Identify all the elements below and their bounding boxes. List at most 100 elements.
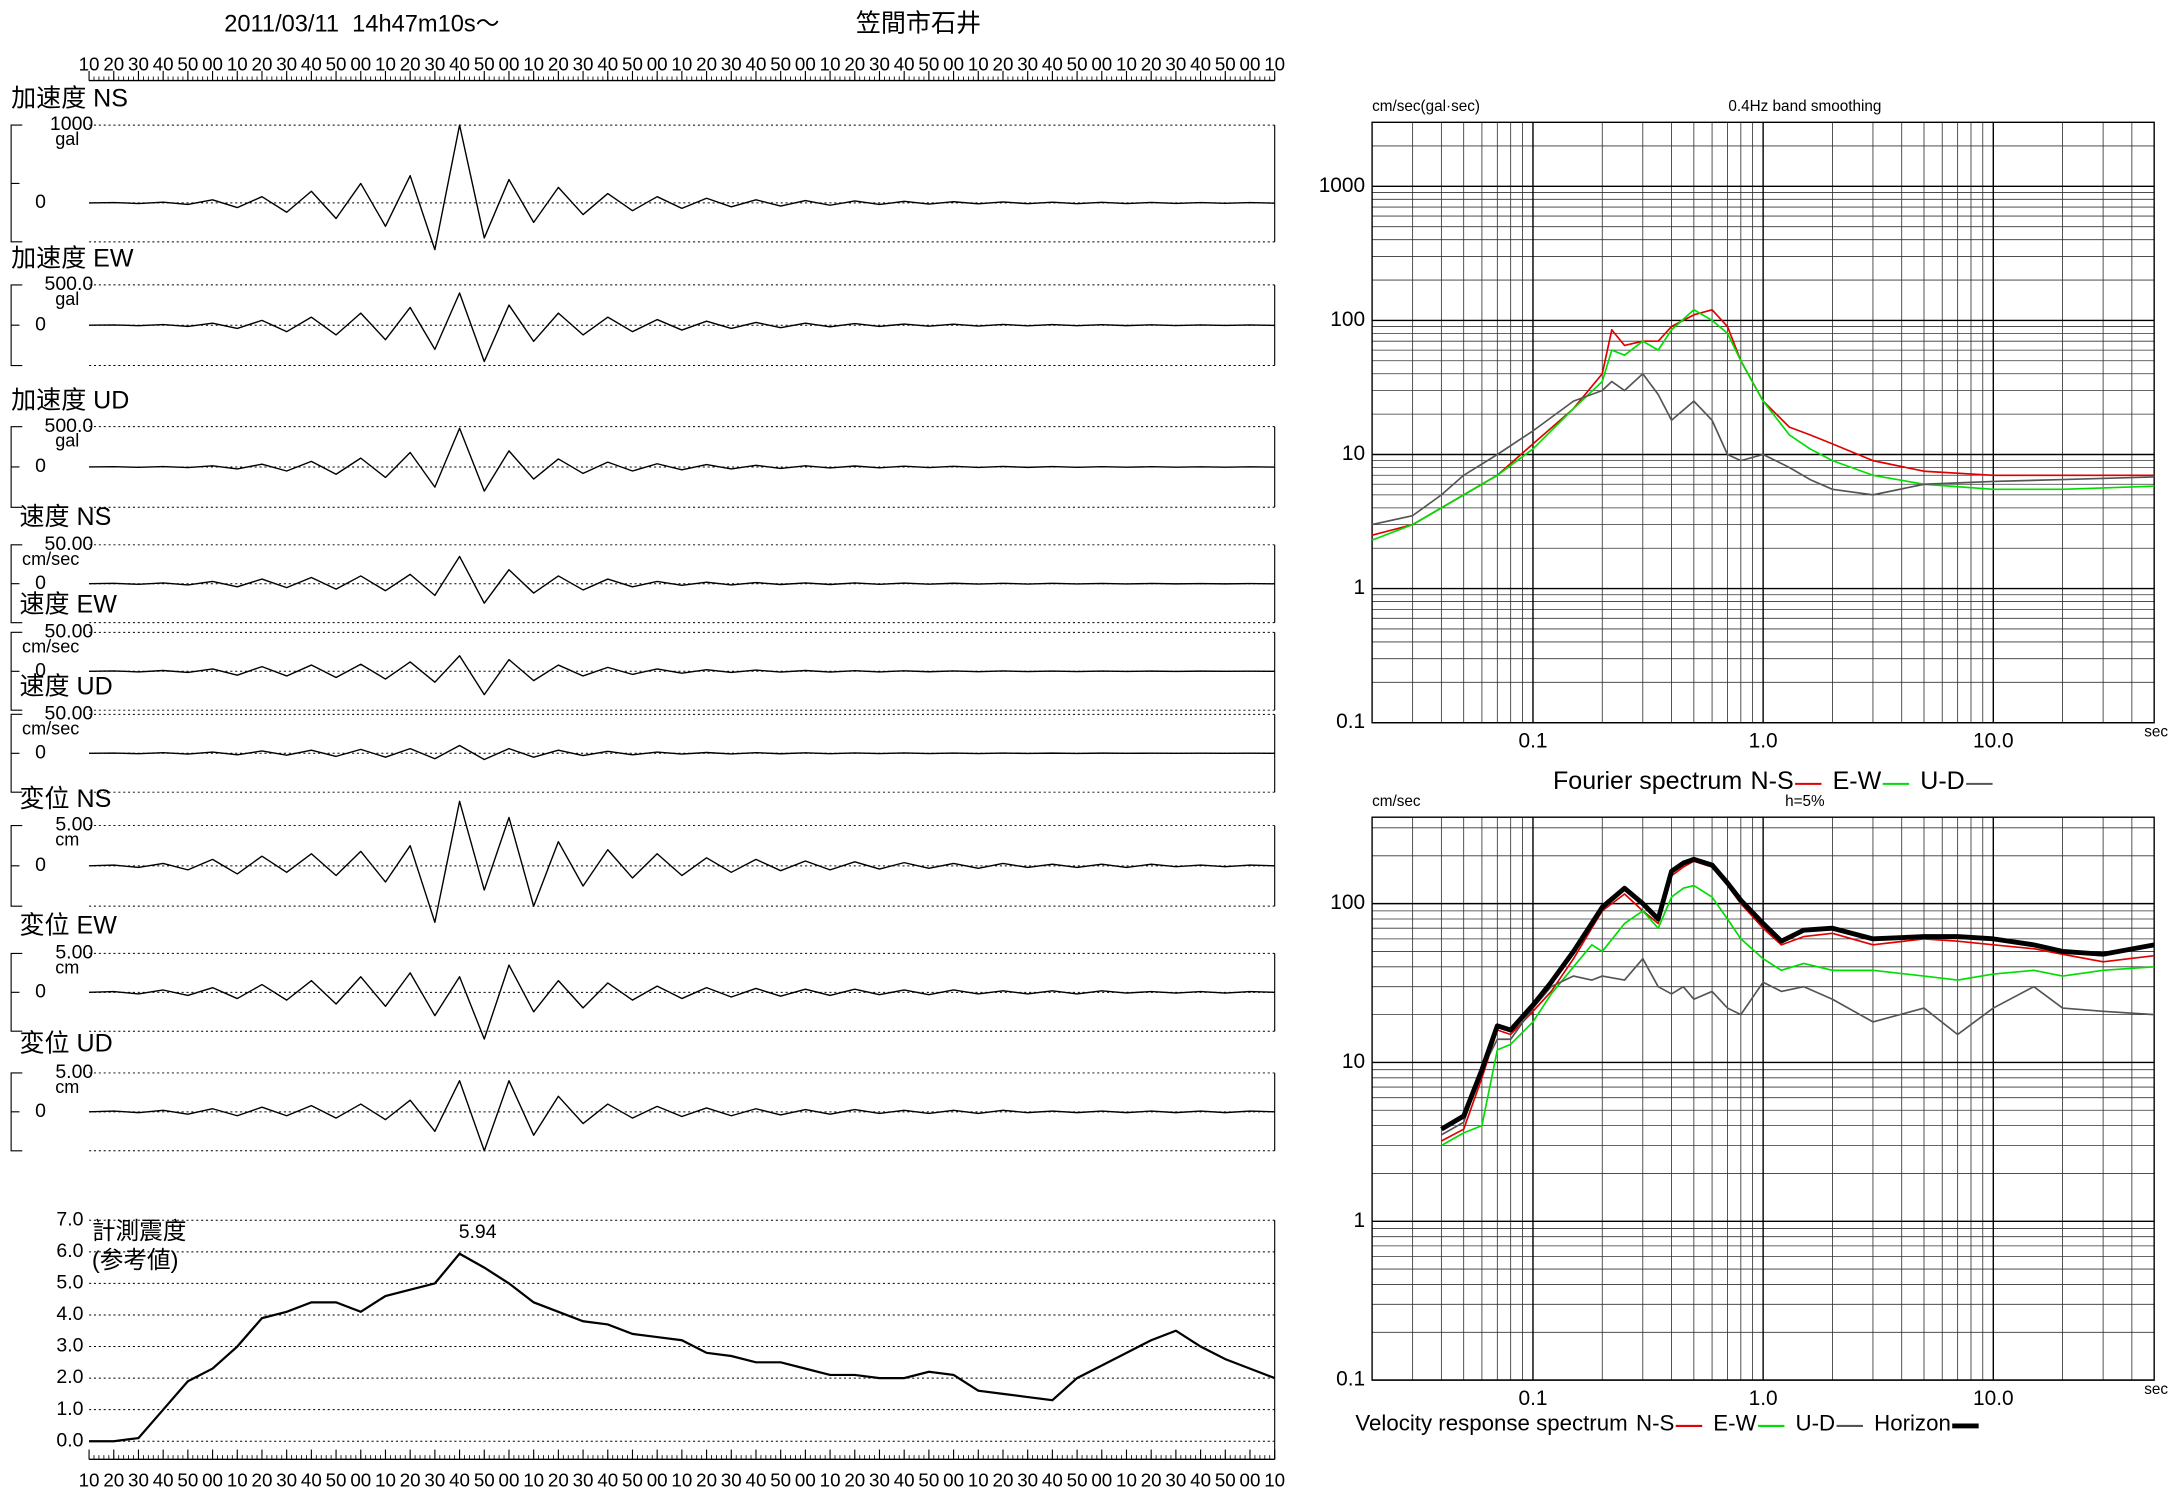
time-tick-label: 20	[548, 1470, 569, 1491]
y-tick-label: 2.0	[56, 1366, 83, 1388]
y-tick-label: 1000	[50, 113, 93, 135]
x-axis-unit: sec	[2144, 1381, 2168, 1398]
waveform	[89, 744, 1275, 761]
panel-label: 変位 UD	[19, 1030, 112, 1058]
unit-label: cm	[55, 830, 79, 850]
time-tick-label: 00	[499, 1470, 520, 1491]
legend-label: E-W	[1833, 767, 1882, 795]
time-tick-label: 30	[869, 53, 890, 74]
record-datetime: 2011/03/11 14h47m10s～	[224, 11, 499, 37]
y-tick-label: 0.0	[56, 1429, 83, 1451]
time-tick-label: 50	[326, 1470, 347, 1491]
y-tick-label: 0	[35, 572, 46, 594]
y-tick-label: 1	[1354, 576, 1366, 599]
y-tick-label: 5.00	[55, 1061, 93, 1083]
time-tick-label: 20	[993, 1470, 1014, 1491]
time-tick-label: 00	[202, 53, 223, 74]
x-tick-label: 1.0	[1749, 1387, 1778, 1410]
y-tick-label: 0	[35, 1100, 46, 1122]
panel-bracket	[10, 952, 23, 1032]
annotation: 5.94	[459, 1221, 497, 1243]
time-tick-label: 20	[1141, 1470, 1162, 1491]
panel-bracket	[10, 631, 23, 711]
time-tick-label: 30	[1165, 1470, 1186, 1491]
time-tick-label: 00	[1240, 53, 1261, 74]
time-tick-label: 20	[548, 53, 569, 74]
y-tick-label: 0	[35, 313, 46, 335]
y-tick-label: 0	[35, 854, 46, 876]
time-tick-label: 20	[1141, 53, 1162, 74]
time-tick-label: 30	[424, 53, 445, 74]
time-tick-label: 30	[869, 1470, 890, 1491]
time-tick-label: 50	[1215, 53, 1236, 74]
x-tick-label: 1.0	[1749, 730, 1778, 753]
chart-title: (参考値)	[92, 1247, 179, 1274]
y-tick-label: 0	[35, 191, 46, 213]
time-tick-label: 40	[153, 53, 174, 74]
time-tick-label: 10	[1264, 53, 1285, 74]
panel-label: 速度 EW	[19, 591, 117, 619]
time-tick-label: 20	[400, 1470, 421, 1491]
time-tick-label: 10	[671, 1470, 692, 1491]
y-axis-unit: cm/sec	[1372, 793, 1421, 810]
y-tick-label: 6.0	[56, 1240, 83, 1262]
y-tick-label: 5.00	[55, 942, 93, 964]
y-tick-label: 0	[35, 980, 46, 1002]
panel-label: 変位 NS	[19, 785, 111, 813]
time-tick-label: 40	[597, 53, 618, 74]
station-name: 笠間市石井	[856, 10, 981, 38]
y-tick-label: 1000	[1319, 174, 1365, 197]
time-tick-label: 00	[202, 1470, 223, 1491]
time-tick-label: 50	[1067, 1470, 1088, 1491]
legend-label: E-W	[1713, 1410, 1756, 1435]
waveform	[89, 555, 1275, 604]
time-tick-label: 00	[350, 53, 371, 74]
time-tick-label: 00	[1091, 1470, 1112, 1491]
time-tick-label: 50	[770, 1470, 791, 1491]
time-tick-label: 00	[499, 53, 520, 74]
time-tick-label: 20	[400, 53, 421, 74]
time-tick-label: 50	[177, 1470, 198, 1491]
unit-label: gal	[55, 129, 79, 149]
time-tick-label: 30	[1017, 1470, 1038, 1491]
panel-bracket	[10, 713, 23, 793]
x-tick-label: 10.0	[1973, 1387, 2014, 1410]
time-tick-label: 10	[523, 53, 544, 74]
time-tick-label: 40	[746, 1470, 767, 1491]
waveform	[89, 427, 1275, 492]
time-tick-label: 50	[177, 53, 198, 74]
y-tick-label: 50.00	[45, 533, 94, 555]
y-tick-label: 100	[1330, 308, 1365, 331]
time-tick-label: 10	[968, 53, 989, 74]
y-tick-label: 50.00	[45, 703, 94, 725]
time-tick-label: 30	[128, 53, 149, 74]
panel-bracket	[10, 824, 23, 907]
time-tick-label: 10	[820, 1470, 841, 1491]
x-axis-unit: sec	[2144, 723, 2168, 740]
y-tick-label: 500.0	[45, 273, 94, 295]
time-tick-label: 10	[1264, 1470, 1285, 1491]
chart-subtitle: h=5%	[1785, 793, 1825, 810]
unit-label: cm	[55, 957, 79, 977]
y-tick-label: 0	[35, 455, 46, 477]
time-tick-label: 00	[943, 1470, 964, 1491]
spectrum-line	[1371, 372, 2155, 526]
time-tick-label: 50	[326, 53, 347, 74]
waveform	[89, 964, 1275, 1040]
time-tick-label: 10	[1116, 1470, 1137, 1491]
chart-title: 計測震度	[92, 1218, 187, 1245]
time-tick-label: 40	[301, 53, 322, 74]
unit-label: cm	[55, 1077, 79, 1097]
time-tick-label: 00	[647, 53, 668, 74]
y-tick-label: 0	[35, 741, 46, 763]
y-tick-label: 7.0	[56, 1208, 83, 1230]
time-tick-label: 20	[103, 53, 124, 74]
y-tick-label: 1	[1354, 1209, 1366, 1232]
time-tick-label: 10	[671, 53, 692, 74]
time-tick-label: 40	[301, 1470, 322, 1491]
unit-label: gal	[55, 431, 79, 451]
time-tick-label: 50	[622, 1470, 643, 1491]
waveform	[89, 655, 1275, 696]
time-tick-label: 10	[227, 1470, 248, 1491]
legend-title: Fourier spectrum	[1553, 767, 1742, 795]
